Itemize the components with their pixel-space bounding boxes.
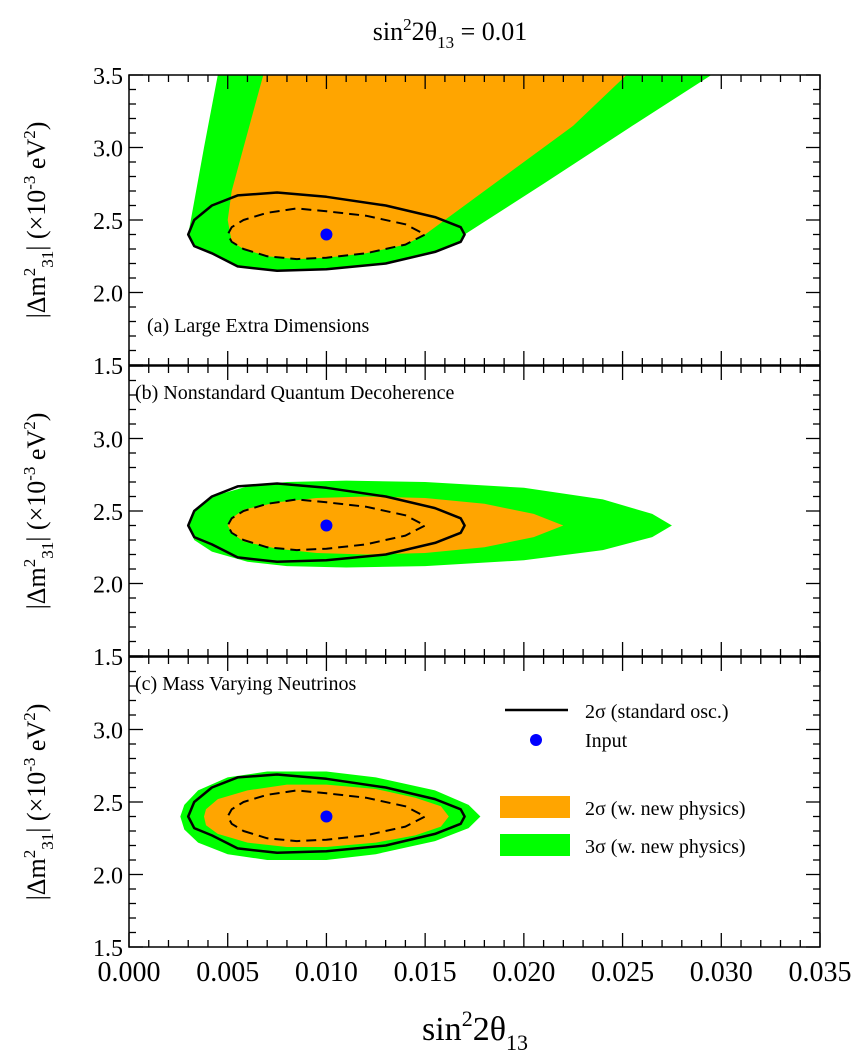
legend-input-label: Input xyxy=(585,730,628,752)
y-axis-label-part: |Δm xyxy=(22,858,51,900)
standard-dashed-contour xyxy=(226,789,427,843)
x-tick-label: 0.025 xyxy=(591,957,654,988)
y-tick-label: 1.5 xyxy=(93,936,123,962)
y-axis-label-part: |Δm xyxy=(22,567,51,609)
panel-label: (a) Large Extra Dimensions xyxy=(147,315,370,337)
y-tick-label: 3.0 xyxy=(93,719,123,745)
y-axis-label-part: -3 xyxy=(20,176,39,190)
input-point xyxy=(320,228,333,241)
input-point xyxy=(320,519,333,532)
x-tick-label: 0.035 xyxy=(789,957,852,988)
x-tick-label: 0.010 xyxy=(295,957,358,988)
y-axis-label-part: ) xyxy=(22,413,51,422)
standard-dashed-contour xyxy=(226,207,427,261)
x-tick-label: 0.015 xyxy=(394,957,457,988)
legend-input-marker xyxy=(530,734,542,746)
legend-two-sigma-label: 2σ (w. new physics) xyxy=(585,798,746,820)
y-axis-label-part: -3 xyxy=(20,467,39,481)
y-axis-label-part: |Δm xyxy=(22,276,51,318)
standard-2sigma-contour xyxy=(186,482,466,564)
y-tick-label: 2.5 xyxy=(93,500,123,526)
y-axis-label-part: 2 xyxy=(20,268,39,277)
x-axis-label: sin22θ13 xyxy=(422,1006,528,1055)
y-tick-label: 1.5 xyxy=(93,645,123,671)
standard-dashed-contour xyxy=(226,498,427,552)
plot-area-c xyxy=(180,771,481,860)
y-axis-label: |Δm231| (×10-3 eV2) xyxy=(20,413,57,610)
plot-area-b xyxy=(186,480,672,568)
y-axis-label-part: 2 xyxy=(20,850,39,859)
two-sigma-region xyxy=(227,75,627,260)
y-tick-label: 3.0 xyxy=(93,428,123,454)
y-axis-label-part: 31 xyxy=(38,542,57,559)
y-axis-label-part: | (×10 xyxy=(22,772,51,833)
x-tick-label: 0.030 xyxy=(690,957,753,988)
y-axis-label: |Δm231| (×10-3 eV2) xyxy=(20,122,57,319)
y-axis-label-part: -3 xyxy=(20,758,39,772)
legend-three-sigma-swatch xyxy=(500,834,570,856)
y-axis-label-part: ) xyxy=(22,122,51,131)
panel-label: (b) Nonstandard Quantum Decoherence xyxy=(135,382,454,404)
panels-layer: 1.5 2.0 2.5 3.0 3.5 (a) Large Extra Dimension… xyxy=(20,64,852,988)
y-tick-label: 1.5 xyxy=(93,354,123,380)
legend-three-sigma-label: 3σ (w. new physics) xyxy=(585,836,746,858)
y-axis-label-part: | (×10 xyxy=(22,481,51,542)
x-tick-label: 0.020 xyxy=(492,957,555,988)
y-axis-label-part: eV xyxy=(22,430,51,467)
y-axis-label-part: 2 xyxy=(20,421,39,430)
plot-area-a xyxy=(186,75,712,273)
y-axis-label-part: 2 xyxy=(20,130,39,139)
y-axis-label-part: eV xyxy=(22,721,51,758)
panel-b: 1.5 2.0 2.5 3.0 (b) Nonstandard Quantum Deco… xyxy=(20,365,821,671)
panel-label: (c) Mass Varying Neutrinos xyxy=(135,673,356,695)
y-tick-label: 3.5 xyxy=(93,64,123,90)
x-tick-label: 0.005 xyxy=(196,957,259,988)
y-axis-label-part: 2 xyxy=(20,559,39,568)
y-axis-label-part: ) xyxy=(22,704,51,713)
legend-standard-label: 2σ (standard osc.) xyxy=(585,701,729,723)
y-tick-label: 2.5 xyxy=(93,209,123,235)
y-tick-label: 3.0 xyxy=(93,137,123,163)
legend-two-sigma-swatch xyxy=(500,796,570,818)
y-axis-label-part: 2 xyxy=(20,712,39,721)
panel-c: 1.5 2.0 2.5 3.0 (c) Mass Varying Neutrinos |Δ… xyxy=(20,656,821,962)
y-tick-label: 2.5 xyxy=(93,791,123,817)
y-axis-label-part: 31 xyxy=(38,251,57,268)
chart-title: sin22θ13 = 0.01 xyxy=(373,15,527,52)
y-axis-label-part: | (×10 xyxy=(22,190,51,251)
input-point xyxy=(320,810,333,823)
two-sigma-region xyxy=(227,496,564,555)
legend: 2σ (standard osc.) Input 2σ (w. new phys… xyxy=(500,701,746,858)
y-axis-label-part: 31 xyxy=(38,833,57,850)
y-axis-label-part: eV xyxy=(22,139,51,176)
y-axis-label: |Δm231| (×10-3 eV2) xyxy=(20,704,57,901)
y-tick-label: 2.0 xyxy=(93,573,123,599)
x-tick-label: 0.000 xyxy=(98,957,161,988)
standard-2sigma-contour xyxy=(186,191,466,273)
y-tick-label: 2.0 xyxy=(93,282,123,308)
standard-2sigma-contour xyxy=(186,773,466,855)
panel-a: 1.5 2.0 2.5 3.0 3.5 (a) Large Extra Dimension… xyxy=(20,64,821,380)
y-tick-label: 2.0 xyxy=(93,864,123,890)
